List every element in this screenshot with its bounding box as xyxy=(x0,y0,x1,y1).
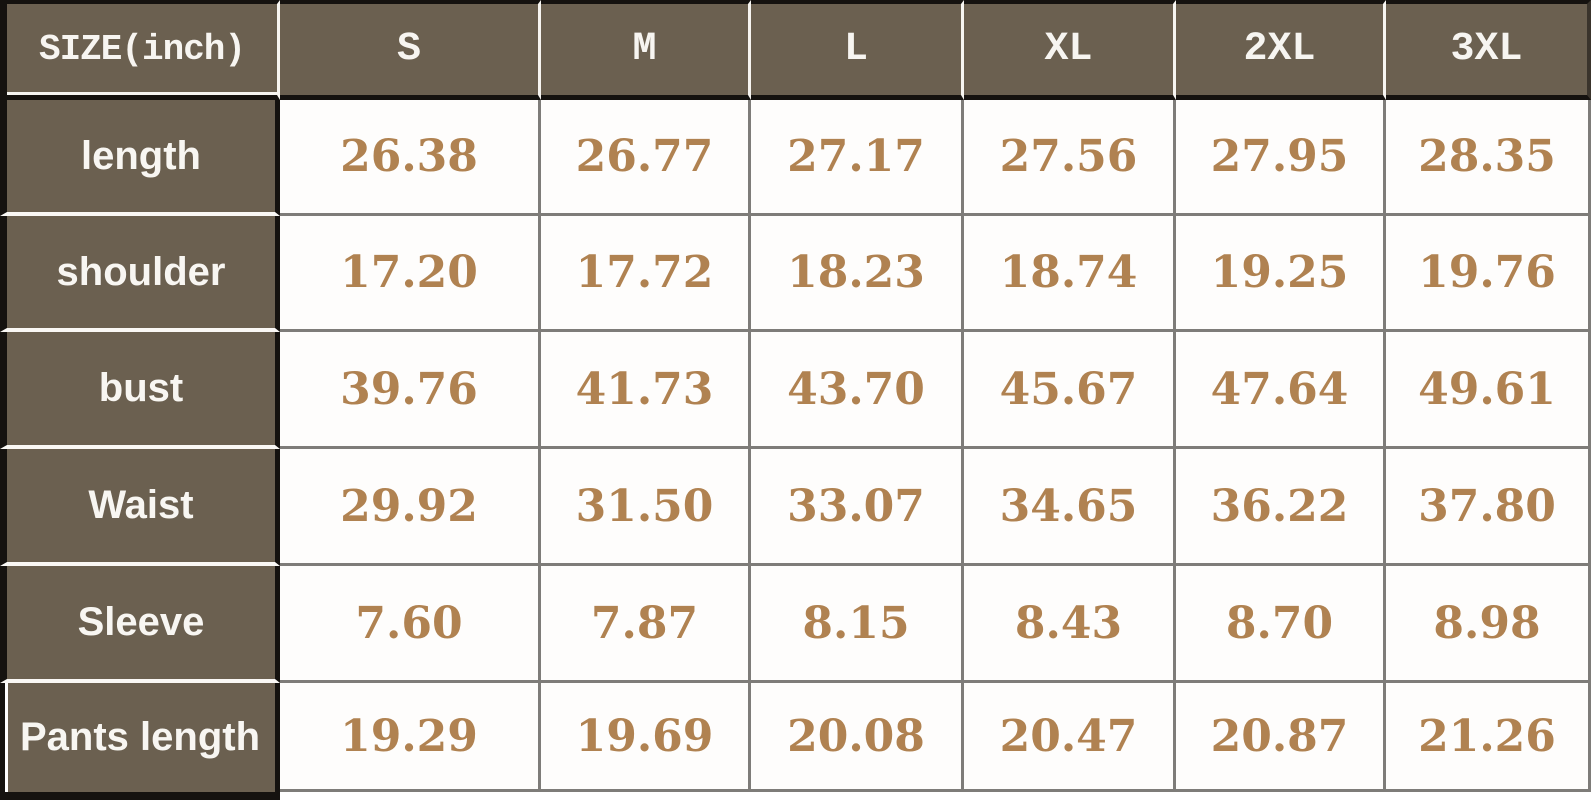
value-shoulder-l: 18.23 xyxy=(751,216,964,332)
value-pants-length-2xl: 20.87 xyxy=(1176,683,1386,792)
value-bust-3xl: 49.61 xyxy=(1386,332,1591,449)
value-length-l: 27.17 xyxy=(751,100,964,216)
value-shoulder-s: 17.20 xyxy=(280,216,541,332)
value-shoulder-2xl: 19.25 xyxy=(1176,216,1386,332)
header-cell-3xl: 3XL xyxy=(1386,0,1591,100)
row-label-bust: bust xyxy=(0,332,280,449)
value-sleeve-s: 7.60 xyxy=(280,566,541,683)
value-length-3xl: 28.35 xyxy=(1386,100,1591,216)
value-bust-s: 39.76 xyxy=(280,332,541,449)
value-waist-l: 33.07 xyxy=(751,449,964,566)
header-cell-m: M xyxy=(541,0,751,100)
header-cell-2xl: 2XL xyxy=(1176,0,1386,100)
value-length-xl: 27.56 xyxy=(964,100,1176,216)
header-cell-s: S xyxy=(280,0,541,100)
row-label-pants-length: Pants length xyxy=(0,683,280,792)
value-sleeve-l: 8.15 xyxy=(751,566,964,683)
value-sleeve-3xl: 8.98 xyxy=(1386,566,1591,683)
value-shoulder-3xl: 19.76 xyxy=(1386,216,1591,332)
value-shoulder-xl: 18.74 xyxy=(964,216,1176,332)
value-length-m: 26.77 xyxy=(541,100,751,216)
value-waist-m: 31.50 xyxy=(541,449,751,566)
value-sleeve-xl: 8.43 xyxy=(964,566,1176,683)
value-waist-2xl: 36.22 xyxy=(1176,449,1386,566)
row-label-waist: Waist xyxy=(0,449,280,566)
row-label-length: length xyxy=(0,100,280,216)
value-waist-xl: 34.65 xyxy=(964,449,1176,566)
value-length-s: 26.38 xyxy=(280,100,541,216)
value-waist-s: 29.92 xyxy=(280,449,541,566)
value-bust-2xl: 47.64 xyxy=(1176,332,1386,449)
value-sleeve-2xl: 8.70 xyxy=(1176,566,1386,683)
header-cell-l: L xyxy=(751,0,964,100)
value-pants-length-l: 20.08 xyxy=(751,683,964,792)
value-sleeve-m: 7.87 xyxy=(541,566,751,683)
header-cell-xl: XL xyxy=(964,0,1176,100)
row-label-sleeve: Sleeve xyxy=(0,566,280,683)
header-cell-size-unit: SIZE(inch) xyxy=(0,0,280,100)
value-pants-length-m: 19.69 xyxy=(541,683,751,792)
value-waist-3xl: 37.80 xyxy=(1386,449,1591,566)
bottom-border-strip-left xyxy=(0,792,280,800)
row-label-shoulder: shoulder xyxy=(0,216,280,332)
value-length-2xl: 27.95 xyxy=(1176,100,1386,216)
value-bust-l: 43.70 xyxy=(751,332,964,449)
value-shoulder-m: 17.72 xyxy=(541,216,751,332)
value-pants-length-xl: 20.47 xyxy=(964,683,1176,792)
bottom-border-strip-right xyxy=(280,792,1591,800)
value-bust-xl: 45.67 xyxy=(964,332,1176,449)
value-bust-m: 41.73 xyxy=(541,332,751,449)
value-pants-length-s: 19.29 xyxy=(280,683,541,792)
value-pants-length-3xl: 21.26 xyxy=(1386,683,1591,792)
